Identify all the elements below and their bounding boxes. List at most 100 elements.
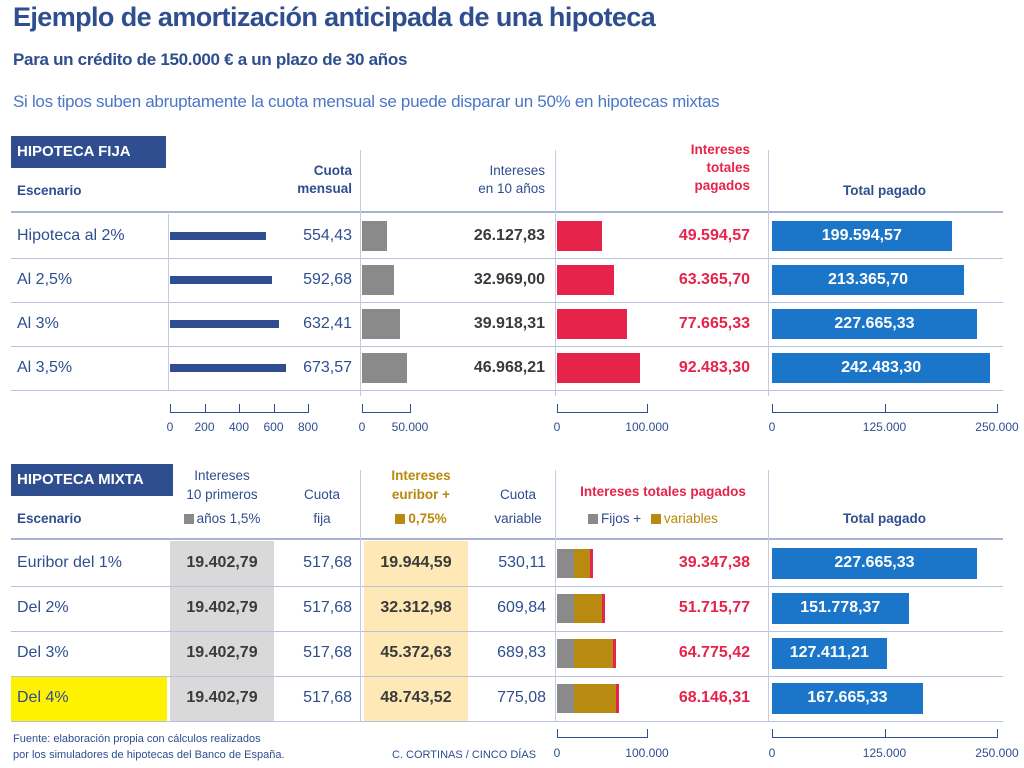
mixta-axis-tick xyxy=(997,729,998,738)
mixta-bar-variables xyxy=(574,549,593,578)
mixta-bar-cap xyxy=(601,594,605,623)
mixta-bar-variables xyxy=(574,594,604,623)
fija-tick-label: 600 xyxy=(263,420,284,434)
mixta-total-value: 151.778,37 xyxy=(800,599,881,616)
fija-value-3: 77.665,33 xyxy=(678,315,750,332)
mixta-scenario-label: Euribor del 1% xyxy=(17,554,122,571)
fija-value-1: 632,41 xyxy=(303,315,352,332)
fija-value-2: 46.968,21 xyxy=(473,359,545,376)
fija-axis-2 xyxy=(362,412,410,413)
mixta-total-value: 227.665,33 xyxy=(834,554,915,571)
fija-axis-tick xyxy=(884,404,886,413)
mixta-highlight-bg xyxy=(11,676,167,721)
fija-bar-3 xyxy=(557,353,641,383)
fija-bar-1 xyxy=(170,364,287,372)
mixta-legend: Fijos + variables xyxy=(588,510,718,527)
mixta-row-rule xyxy=(11,676,1003,677)
fija-header-intereses-totales-1: Intereses xyxy=(690,142,750,157)
fija-axis-tick xyxy=(239,404,240,413)
fija-row-rule xyxy=(11,390,1003,391)
mixta-intereses-totales-value: 68.146,31 xyxy=(678,689,750,706)
mixta-cuota-variable-value: 530,11 xyxy=(498,554,546,571)
mixta-total-value: 127.411,21 xyxy=(789,644,869,661)
mixta-bar-cap xyxy=(616,684,620,713)
fija-axis-tick xyxy=(308,404,309,413)
fija-bar-3 xyxy=(557,221,602,251)
mixta-header-cuota-variable-2: variable xyxy=(494,511,542,526)
fija-scenario-label: Hipoteca al 2% xyxy=(17,227,125,244)
fija-header-intereses10-2: en 10 años xyxy=(478,181,545,196)
fija-header-cuota-2: mensual xyxy=(297,181,352,196)
mixta-header-euribor-1: Intereses xyxy=(391,468,451,483)
legend-fijos-label: Fijos + xyxy=(601,511,642,526)
mixta-header-intereses10-3: años 1,5% xyxy=(172,510,272,527)
fija-tick-label: 100.000 xyxy=(625,420,669,434)
chart-subtitle: Para un crédito de 150.000 € a un plazo … xyxy=(13,50,408,69)
fija-column-divider xyxy=(360,150,361,396)
fija-scenario-header: Escenario xyxy=(17,183,82,198)
fija-bar-2 xyxy=(362,309,401,339)
mixta-bar-cap xyxy=(613,639,617,668)
mixta-header-euribor-2: euribor + xyxy=(391,487,451,502)
fija-scenario-label: Al 2,5% xyxy=(17,271,73,288)
fija-bar-3 xyxy=(557,265,615,295)
fija-tick-label: 400 xyxy=(228,420,250,434)
chart-lead: Si los tipos suben abruptamente la cuota… xyxy=(13,92,720,111)
mixta-column-divider xyxy=(768,470,769,721)
mixta-total-value: 167.665,33 xyxy=(807,689,888,706)
fija-header-intereses10-1: Intereses xyxy=(489,163,545,178)
grey-square-icon xyxy=(183,514,194,524)
mixta-intereses10-value: 19.402,79 xyxy=(186,599,258,616)
variables-legend-icon xyxy=(650,514,661,524)
mixta-intereses-totales-value: 39.347,38 xyxy=(678,554,750,571)
fija-tick-label: 800 xyxy=(297,420,319,434)
fija-column-divider xyxy=(555,150,556,396)
fija-value-2: 26.127,83 xyxy=(473,227,545,244)
fija-header-intereses-totales-3: pagados xyxy=(694,178,750,193)
mixta-header-intereses10-1: Intereses xyxy=(194,468,250,483)
mixta-header-euribor-3: 0,75% xyxy=(366,510,476,527)
fija-total-value: 199.594,57 xyxy=(821,227,902,244)
fija-value-1: 592,68 xyxy=(303,271,352,288)
fija-axis-tick xyxy=(362,404,363,413)
mixta-column-divider xyxy=(555,470,556,721)
mixta-intereses10-value: 19.402,79 xyxy=(186,554,258,571)
mixta-header-cuota-variable-1: Cuota xyxy=(499,487,537,502)
mixta-euribor-value: 19.944,59 xyxy=(380,554,452,571)
mixta-tick-label: 100.000 xyxy=(625,746,669,760)
mixta-scenario-label: Del 4% xyxy=(17,689,69,706)
mixta-bar-fijos xyxy=(557,639,575,668)
fija-bar-4 xyxy=(772,221,952,251)
fija-tick-label: 125.000 xyxy=(862,420,907,434)
mixta-intereses-totales-value: 64.775,42 xyxy=(678,644,750,661)
fija-total-value: 213.365,70 xyxy=(827,271,909,288)
fija-value-3: 63.365,70 xyxy=(678,271,750,288)
fija-axis-3 xyxy=(557,412,647,413)
mixta-cuota-variable-value: 609,84 xyxy=(497,599,546,616)
mixta-tick-label: 125.000 xyxy=(862,746,907,760)
credit: C. CORTINAS / CINCO DÍAS xyxy=(392,749,537,761)
mixta-axis-1 xyxy=(557,737,647,738)
mixta-scenario-header: Escenario xyxy=(17,511,82,526)
mixta-header-intereses-totales: Intereses totales pagados xyxy=(580,484,746,499)
fija-axis-tick xyxy=(273,404,275,413)
mixta-header-intereses10-2: 10 primeros xyxy=(186,487,258,502)
fija-section-tag: HIPOTECA FIJA xyxy=(11,136,166,168)
fija-bar-3 xyxy=(557,309,627,339)
fija-value-1: 673,57 xyxy=(303,359,352,376)
mixta-scenario-label: Del 2% xyxy=(17,599,69,616)
mixta-header-rule xyxy=(11,538,1003,540)
fija-total-value: 227.665,33 xyxy=(834,315,915,332)
fijos-legend-icon xyxy=(588,514,598,524)
fija-tick-label: 0 xyxy=(768,420,776,434)
mixta-cuota-fija-value: 517,68 xyxy=(303,554,352,571)
mixta-cuota-fija-value: 517,68 xyxy=(303,644,352,661)
mixta-header-cuota-fija-1: Cuota xyxy=(303,487,341,502)
mixta-column-divider xyxy=(360,470,361,721)
fija-bar-2 xyxy=(362,221,388,251)
mixta-scenario-label: Del 3% xyxy=(17,644,69,661)
mixta-bar-fijos xyxy=(557,684,575,713)
mixta-tick-label: 250.000 xyxy=(975,746,1019,760)
legend-variables-label: variables xyxy=(663,511,718,526)
mixta-cuota-fija-value: 517,68 xyxy=(303,599,352,616)
